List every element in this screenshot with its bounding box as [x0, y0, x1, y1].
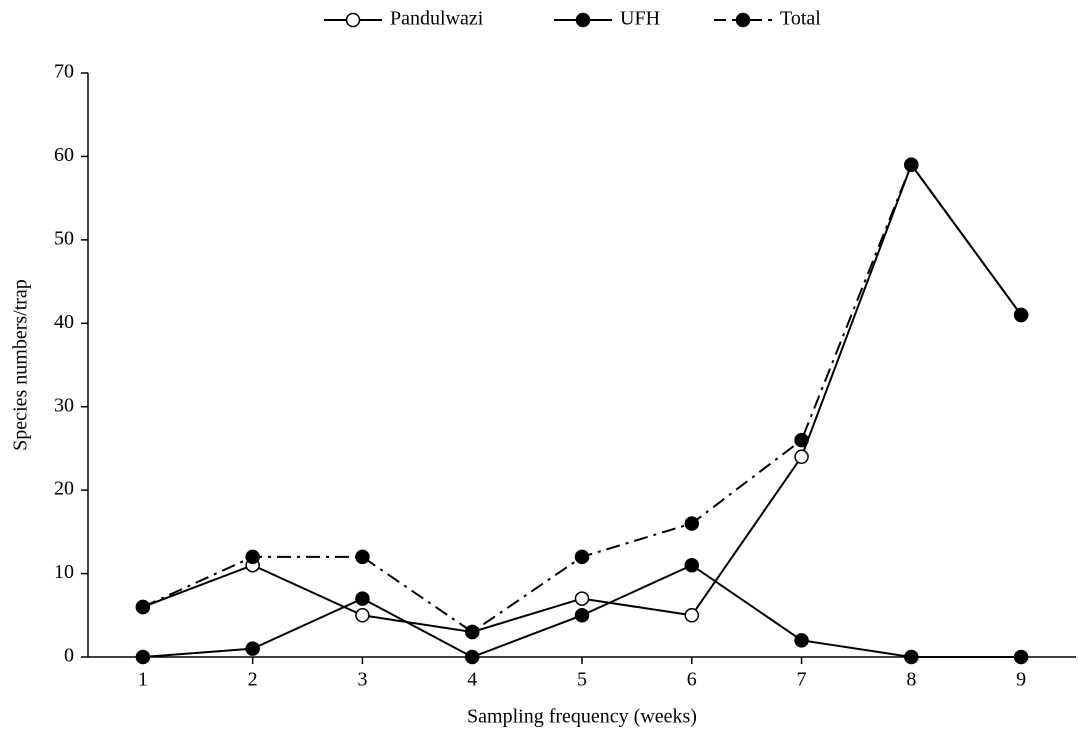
y-tick-label: 40 [54, 311, 74, 333]
y-axis-label: Species numbers/trap [10, 279, 32, 451]
data-point [684, 608, 700, 623]
x-tick-label: 7 [797, 669, 807, 691]
data-point [355, 591, 370, 606]
data-point [574, 549, 590, 565]
data-point [794, 633, 809, 648]
data-point [794, 449, 809, 465]
y-tick-label: 30 [54, 394, 74, 416]
x-tick-label: 6 [687, 669, 697, 691]
data-point [794, 432, 809, 448]
y-tick-label: 0 [64, 645, 74, 667]
data-point [684, 516, 700, 531]
legend-marker [345, 12, 361, 28]
data-point [135, 649, 151, 665]
x-tick-label: 1 [138, 669, 148, 691]
x-tick-label: 9 [1016, 669, 1026, 691]
data-point [355, 549, 370, 565]
y-tick-label: 50 [54, 227, 74, 249]
data-point [135, 599, 151, 615]
data-point [574, 591, 590, 606]
x-tick-label: 5 [577, 669, 587, 691]
data-point [1013, 649, 1029, 665]
data-point [904, 649, 919, 665]
data-point [684, 557, 700, 573]
y-tick-label: 20 [54, 478, 74, 500]
data-point [464, 649, 480, 665]
data-point [355, 608, 370, 623]
y-tick-label: 10 [54, 561, 74, 583]
data-point [1013, 307, 1029, 323]
x-axis-label: Sampling frequency (weeks) [467, 706, 697, 728]
legend-label: Pandulwazi [390, 8, 484, 30]
legend-marker [735, 12, 751, 28]
x-tick-label: 8 [906, 669, 916, 691]
data-point [904, 157, 919, 173]
legend-label: Total [780, 8, 821, 30]
legend-marker [575, 12, 591, 28]
data-point [574, 608, 590, 623]
legend-label: UFH [620, 8, 660, 30]
data-point [245, 549, 260, 565]
data-point [464, 624, 480, 640]
y-tick-label: 70 [54, 61, 74, 83]
x-tick-label: 2 [248, 669, 258, 691]
data-point [245, 641, 260, 656]
x-tick-label: 3 [357, 669, 367, 691]
x-tick-label: 4 [467, 669, 477, 691]
y-tick-label: 60 [54, 144, 74, 166]
